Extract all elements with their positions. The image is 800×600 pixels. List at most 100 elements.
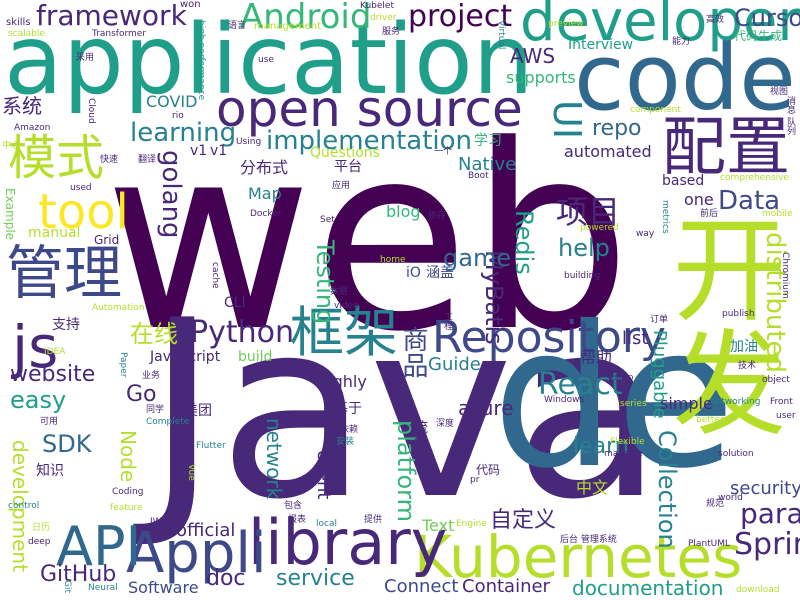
- word-appli: Appli: [126, 521, 267, 586]
- word-grid: Grid: [94, 233, 120, 247]
- word-yilai: 依赖: [340, 425, 359, 435]
- word-neural: Neural: [88, 583, 118, 593]
- word-solution: solution: [718, 449, 754, 459]
- word-moshi: 模式: [8, 130, 105, 186]
- word-redis: Redis: [510, 210, 538, 275]
- word-object: object: [762, 375, 790, 385]
- word-metrics: metrics: [660, 200, 670, 234]
- word-curso: Curso: [734, 4, 800, 32]
- word-cache: cache: [210, 262, 220, 289]
- word-framework: framework: [36, 0, 187, 32]
- word-client: client: [313, 450, 334, 500]
- word-easy: easy: [10, 386, 67, 414]
- word-developer: developer: [520, 0, 800, 54]
- word-highly: highly: [318, 372, 367, 391]
- word-caiyong: 采用: [76, 53, 95, 63]
- word-skills: skills: [6, 17, 31, 28]
- word-jishu: 技术: [738, 361, 757, 371]
- word-xiaoxiduilie: 消息 队列: [785, 96, 795, 135]
- word-cli: CLI: [224, 295, 246, 311]
- word-chromium: Chromium: [780, 252, 790, 299]
- word-help: help: [558, 234, 610, 262]
- word-meituan: 美团: [184, 403, 212, 419]
- word-blog: blog: [386, 202, 421, 221]
- word-engine: Engine: [456, 519, 487, 529]
- word-text: Text: [422, 516, 455, 535]
- word-fuwu: 服务: [382, 27, 401, 37]
- word-daima: 代码: [476, 463, 501, 477]
- word-io: iO: [406, 265, 421, 281]
- word-guifan: 规范: [706, 499, 725, 509]
- word-bangzhu: 帮助: [580, 348, 613, 367]
- word-shendu: 深度: [436, 419, 455, 429]
- word-android: Android: [240, 0, 372, 37]
- word-documentation: documentation: [572, 576, 724, 600]
- word-software: Software: [128, 578, 199, 597]
- word-xitong: 系统: [2, 94, 42, 118]
- word-tool: tool: [38, 184, 129, 240]
- word-para: para: [740, 497, 800, 530]
- word-idea: IDEA: [44, 347, 66, 357]
- word-react: React: [538, 367, 623, 402]
- word-golang: golang: [156, 150, 186, 239]
- word-zhongwen: 中文: [576, 478, 609, 497]
- word-node: Node: [116, 430, 140, 483]
- word-rio: rio: [172, 111, 184, 121]
- word-xuexi: 学习: [474, 133, 502, 149]
- word-vue: Vue: [186, 464, 196, 481]
- word-complete: Complete: [146, 417, 190, 427]
- word-hangai: 涵盖: [426, 265, 454, 281]
- word-python: Python: [190, 315, 294, 350]
- word-testing: Testing: [311, 240, 339, 325]
- word-zhichi: 支持: [52, 317, 80, 333]
- word-aws: AWS: [510, 44, 556, 68]
- word-front: Front: [770, 397, 793, 407]
- word-mobile: mobile: [762, 209, 793, 219]
- word-build: build: [238, 349, 273, 365]
- word-amazon: Amazon: [14, 123, 51, 133]
- word-plantuml: PlantUML: [688, 539, 731, 549]
- word-deploy: deploy: [244, 365, 275, 375]
- word-flexible: Flexible: [610, 437, 645, 447]
- word-zaixian: 在线: [130, 320, 178, 348]
- word-networking: networking: [710, 397, 761, 407]
- word-shuju: 数据: [330, 287, 349, 297]
- word-automated: automated: [564, 142, 652, 161]
- word-v1a: v1: [190, 143, 208, 159]
- word-transformer: Transformer: [92, 29, 147, 39]
- word-azure: azure: [458, 396, 514, 420]
- word-series: series: [620, 399, 647, 409]
- word-service: service: [276, 566, 355, 591]
- word-data: Data: [718, 186, 781, 216]
- word-git: Git: [62, 580, 72, 594]
- word-jiyu: 基于: [334, 401, 362, 417]
- word-yewu: 业务: [142, 371, 161, 381]
- word-example: Example: [3, 188, 17, 241]
- word-zhongxin: 中心: [2, 141, 21, 151]
- word-kubelet: Kubelet: [360, 1, 394, 11]
- word-publish: publish: [722, 309, 755, 319]
- word-native: Native: [458, 154, 517, 175]
- word-fenbushi: 分布式: [240, 158, 289, 177]
- word-pingtai: 平台: [334, 159, 362, 175]
- word-js: js: [12, 313, 59, 381]
- word-peizhi: 配置: [662, 111, 790, 185]
- word-boot: Boot: [468, 171, 489, 181]
- word-javascript: JavaScript: [150, 349, 221, 365]
- word-jwt: JWT: [150, 517, 168, 527]
- word-docker: Docker: [250, 209, 282, 219]
- word-go: Go: [126, 382, 157, 407]
- word-connect: Connect: [384, 576, 459, 597]
- word-github: GitHub: [40, 562, 117, 587]
- word-manual: manual: [28, 225, 81, 241]
- word-houtai: 后台 管理系统: [560, 535, 617, 545]
- word-feature: feature: [110, 503, 143, 513]
- word-won: won: [180, 0, 201, 10]
- word-step: step: [614, 373, 634, 383]
- word-v1b: v1: [210, 143, 228, 159]
- word-yige: 一个: [434, 147, 453, 157]
- word-open-source: open source: [216, 80, 523, 138]
- word-map: Map: [248, 184, 282, 203]
- word-scalable: scalable: [8, 29, 45, 39]
